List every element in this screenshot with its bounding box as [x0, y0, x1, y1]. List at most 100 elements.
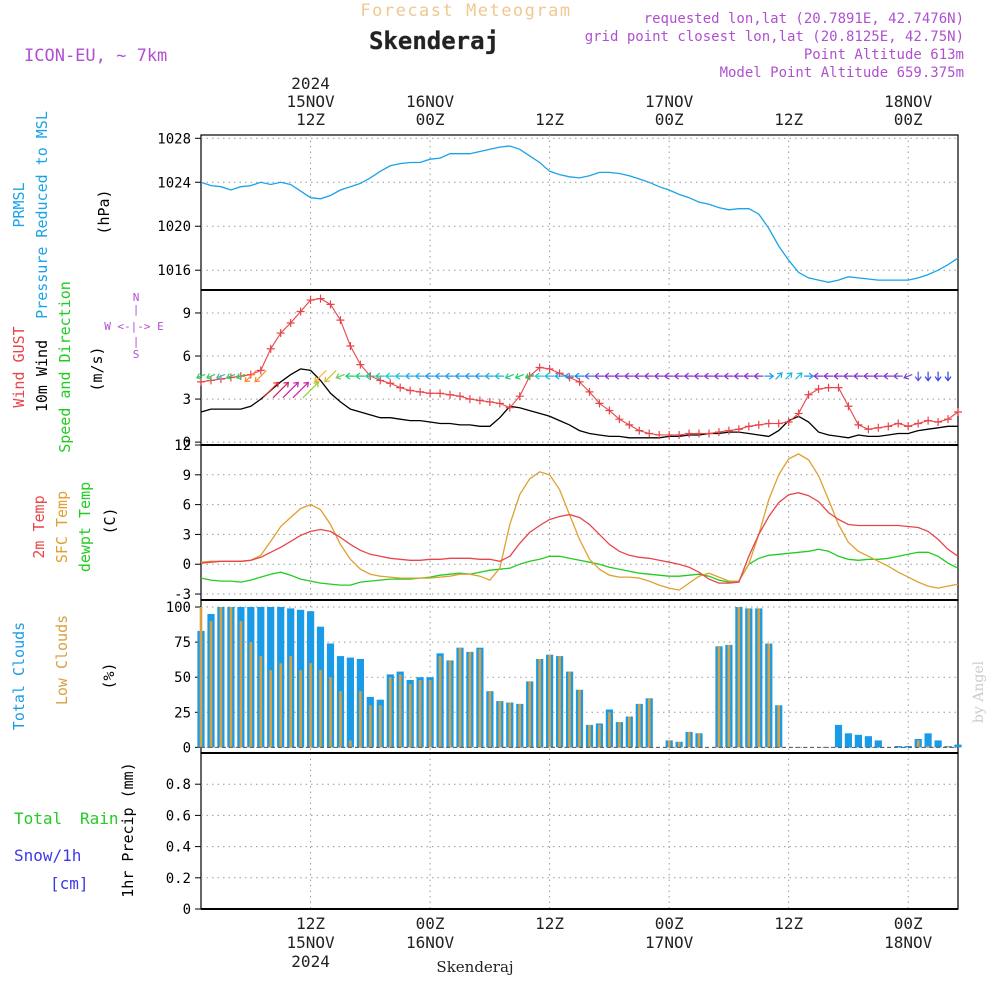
low-clouds-bar	[209, 621, 213, 748]
wind-direction-arrow	[683, 372, 694, 380]
gust-marker	[854, 420, 863, 429]
low-clouds-bar	[448, 660, 452, 748]
pressure-line	[200, 145, 959, 283]
wind-direction-arrow	[292, 381, 310, 399]
wind-direction-arrow	[764, 372, 775, 380]
low-clouds-bar	[289, 656, 292, 748]
wind-direction-arrow	[833, 372, 843, 380]
wind10m-line	[200, 368, 958, 439]
gust-marker	[376, 376, 385, 385]
gust-marker	[535, 363, 544, 372]
low-clouds-bar	[199, 607, 203, 748]
wind-direction-arrow	[753, 372, 764, 380]
wind-direction-arrow	[302, 381, 320, 399]
low-clouds-bar	[777, 705, 780, 748]
wind-direction-arrow	[195, 373, 206, 380]
low-clouds-bar	[588, 724, 591, 748]
bottom-time-label: 00Z	[894, 914, 923, 933]
gust-marker	[724, 426, 733, 435]
low-clouds-bar	[508, 702, 512, 748]
wind-direction-arrow	[703, 372, 714, 380]
compass-south: S	[133, 348, 140, 361]
wind-direction-arrow	[914, 371, 922, 382]
gust-marker	[206, 376, 215, 385]
wind-direction-arrow	[404, 372, 415, 380]
wind-direction-arrow	[633, 372, 644, 380]
low-clouds-bar	[408, 684, 412, 748]
y-tick-label: 0.2	[166, 871, 191, 887]
panel-labels: PRMSL Pressure Reduced to MSL (hPa) Wind GU…	[10, 111, 164, 898]
wind-direction-arrow	[554, 372, 565, 380]
gust-marker	[446, 390, 455, 399]
wind-direction-arrow	[892, 372, 903, 380]
wind-direction-arrow	[785, 372, 793, 380]
gust-marker	[605, 406, 614, 415]
gust-marker	[754, 420, 763, 429]
gust-marker	[784, 418, 793, 427]
gust-marker	[904, 422, 913, 431]
low-clouds-bar	[259, 656, 263, 748]
wind-direction-arrow	[384, 372, 395, 380]
wind-direction-arrow	[852, 372, 863, 380]
low-clouds-bar	[727, 644, 731, 748]
gust-marker	[894, 419, 903, 428]
t2m-label: 2m Temp	[30, 495, 48, 558]
compass-west-east: W <-|-> E	[104, 320, 164, 333]
wind-direction-arrow	[673, 372, 684, 380]
y-tick-label: 9	[183, 468, 191, 484]
top-time-label: 15NOV	[286, 92, 335, 111]
wind-direction-arrow	[474, 372, 485, 380]
gust-marker	[704, 429, 713, 438]
gust-marker	[416, 387, 425, 396]
wind-direction-arrow	[282, 381, 300, 399]
requested-coords: requested lon,lat (20.7891E, 42.7476N)	[644, 11, 964, 27]
gust-marker	[844, 402, 853, 411]
wind-direction-arrow	[434, 372, 445, 380]
gust-marker	[316, 294, 325, 303]
low-clouds-bar	[697, 733, 701, 748]
wind-direction-arrow	[775, 372, 783, 380]
y-tick-label: 0	[183, 435, 191, 451]
y-tick-label: 50	[174, 670, 191, 686]
bottom-time-label: 2024	[291, 952, 330, 971]
panel-wind: 0 3 6 9	[183, 289, 962, 451]
y-tick-label: 0	[183, 740, 191, 756]
gust-marker	[246, 370, 255, 379]
wind-direction-arrow	[723, 372, 734, 380]
low-clouds-bar	[687, 731, 691, 748]
gust-line	[200, 298, 959, 436]
wind-direction-arrow	[524, 373, 535, 380]
gust-label: Wind GUST	[10, 326, 28, 407]
gust-marker	[426, 389, 435, 398]
gust-marker	[934, 418, 943, 427]
gust-marker	[685, 429, 694, 438]
location-title: Skenderaj	[369, 27, 499, 55]
wind-direction-arrow	[215, 373, 226, 380]
gust-marker	[655, 430, 664, 439]
gust-marker	[665, 430, 674, 439]
total-clouds-bar	[854, 734, 862, 748]
panel-frame	[200, 134, 959, 291]
y-tick-label: -3	[174, 587, 191, 603]
low-clouds-bar	[249, 642, 253, 748]
gust-marker	[744, 422, 753, 431]
total-clouds-bar	[934, 740, 942, 748]
gust-marker	[266, 344, 275, 353]
low-clouds-bar	[618, 722, 621, 748]
low-clouds-bar	[628, 716, 631, 748]
wind-direction-arrow	[444, 372, 455, 380]
wind-direction-arrow	[235, 373, 246, 380]
wind-direction-label: Speed and Direction	[56, 281, 74, 453]
gust-marker	[356, 360, 365, 369]
top-time-label: 00Z	[655, 110, 684, 129]
wind-direction-arrow	[903, 373, 913, 380]
bottom-time-label: 16NOV	[406, 933, 455, 952]
wind-direction-arrow	[354, 372, 365, 380]
wind-direction-arrow	[574, 372, 584, 380]
wind-direction-arrow	[364, 372, 375, 380]
wind-direction-arrow	[514, 373, 525, 380]
meteogram-subtitle: Forecast Meteogram	[360, 1, 571, 21]
wind10m-label: 10m Wind	[33, 340, 51, 412]
low-clouds-bar	[747, 608, 751, 748]
